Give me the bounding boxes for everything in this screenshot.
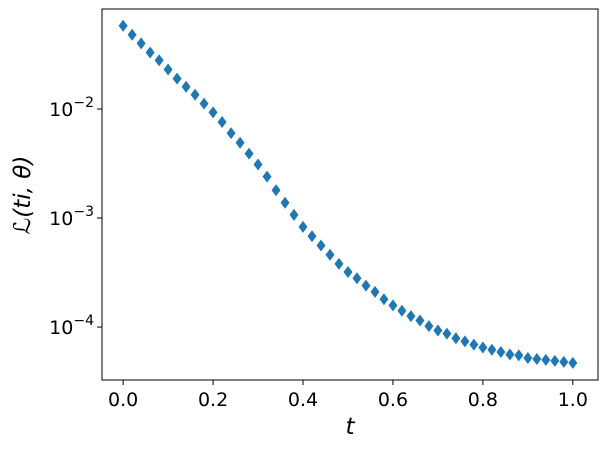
marker — [397, 304, 407, 317]
marker — [433, 324, 443, 337]
marker — [244, 147, 254, 160]
marker — [226, 127, 236, 140]
plot-frame — [101, 8, 599, 381]
marker — [307, 230, 317, 243]
marker — [199, 97, 209, 110]
marker — [208, 106, 218, 119]
x-tick-label: 0.8 — [468, 389, 498, 411]
marker — [379, 293, 389, 306]
marker — [127, 28, 137, 41]
y-tick-label: 10−3 — [49, 204, 94, 230]
marker — [505, 348, 515, 361]
marker — [298, 220, 308, 233]
marker — [217, 115, 227, 128]
marker — [172, 72, 182, 85]
marker — [235, 136, 245, 149]
marker — [523, 352, 533, 365]
marker — [352, 272, 362, 285]
marker — [568, 356, 578, 369]
marker — [478, 341, 488, 354]
marker — [154, 54, 164, 67]
marker — [406, 310, 416, 323]
marker — [163, 63, 173, 76]
marker — [361, 279, 371, 292]
marker — [370, 285, 380, 298]
y-tick-label: 10−2 — [49, 95, 94, 121]
y-axis-label: ℒ(ti, θ) — [10, 156, 36, 235]
marker — [550, 354, 560, 367]
marker — [442, 327, 452, 340]
marker — [343, 265, 353, 278]
x-tick-label: 0.6 — [378, 389, 408, 411]
marker — [262, 170, 272, 183]
marker — [118, 19, 128, 32]
marker — [487, 343, 497, 356]
x-axis-label: t — [345, 414, 355, 440]
marker — [496, 346, 506, 359]
x-tick-label: 0.4 — [288, 389, 318, 411]
marker — [415, 314, 425, 327]
marker — [280, 196, 290, 209]
marker — [559, 355, 569, 368]
marker — [532, 352, 542, 365]
marker — [253, 158, 263, 171]
marker — [325, 248, 335, 261]
marker — [271, 184, 281, 197]
x-tick-label: 0.2 — [198, 389, 228, 411]
marker — [451, 332, 461, 345]
marker — [145, 46, 155, 59]
marker — [541, 353, 551, 366]
marker — [136, 37, 146, 50]
marker — [190, 88, 200, 101]
x-tick-label: 0.0 — [108, 389, 138, 411]
x-tick-label: 1.0 — [558, 389, 588, 411]
marker — [316, 239, 326, 252]
marker — [388, 299, 398, 312]
marker — [289, 208, 299, 221]
marker — [334, 257, 344, 270]
marker — [181, 80, 191, 93]
marker — [469, 338, 479, 351]
marker — [424, 320, 434, 333]
marker — [460, 335, 470, 348]
marker — [514, 349, 524, 362]
y-tick-label: 10−4 — [49, 313, 94, 339]
